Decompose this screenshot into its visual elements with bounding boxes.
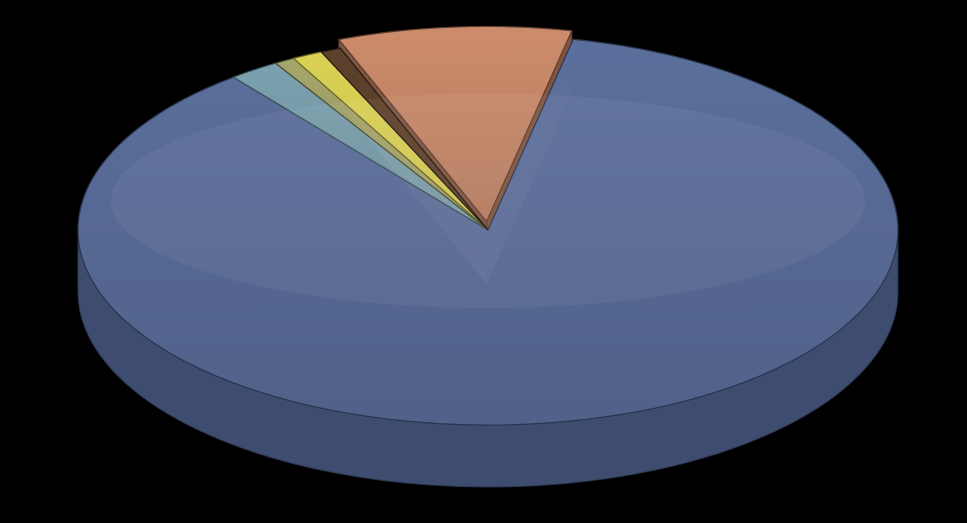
pie-chart-3d <box>0 0 967 523</box>
gloss-highlight <box>111 94 865 309</box>
pie-chart-svg <box>0 0 967 523</box>
